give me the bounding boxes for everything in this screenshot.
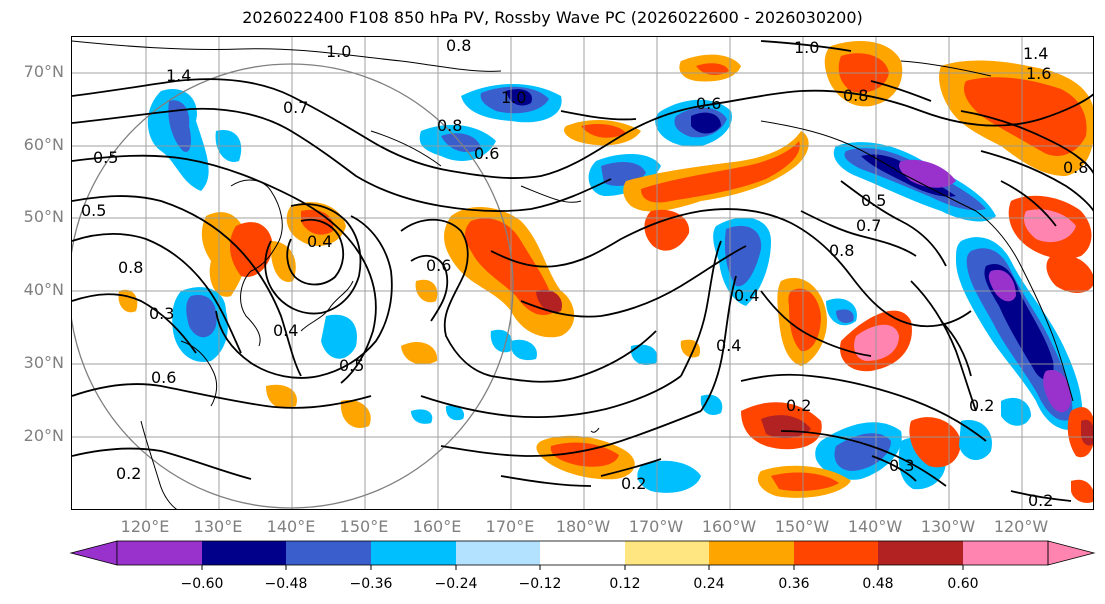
colorbar-tick-label: 0.60 <box>947 576 979 592</box>
shading-layer <box>118 41 1093 503</box>
lon-label: 160°W <box>701 517 757 536</box>
lon-label: 180°W <box>555 517 611 536</box>
lon-label: 130°E <box>193 517 243 536</box>
lon-label: 120°W <box>993 517 1049 536</box>
colorbar-tick-label: −0.36 <box>349 576 393 592</box>
map-canvas: 1.0 0.8 1.4 1.0 0.7 0.5 0.6 0.8 0.6 1.0 … <box>72 37 1093 510</box>
range-circle <box>72 63 514 509</box>
colorbar-tick-label: 0.24 <box>693 576 725 592</box>
colorbar-bin <box>202 541 286 565</box>
contour-label: 0.2 <box>621 474 646 493</box>
lon-label: 160°E <box>412 517 462 536</box>
contour-label: 0.6 <box>151 368 176 387</box>
contour-label: 1.6 <box>1026 64 1051 83</box>
contour-label: 0.6 <box>696 94 721 113</box>
contour-label: 0.7 <box>283 98 308 117</box>
lon-label: 140°W <box>847 517 903 536</box>
colorbar-bin <box>963 541 1048 565</box>
contour-label: 0.5 <box>339 356 364 375</box>
colorbar-bin <box>371 541 456 565</box>
colorbar-bin <box>286 541 371 565</box>
lat-label-50n: 50°N <box>23 207 64 226</box>
contour-label: 1.4 <box>1023 44 1048 63</box>
lon-label: 170°E <box>485 517 535 536</box>
colorbar-bin <box>540 541 625 565</box>
colorbar-tick-label: −0.60 <box>180 576 224 592</box>
coastline <box>72 40 1074 509</box>
graticule <box>72 37 1093 509</box>
lat-label-20n: 20°N <box>23 426 64 445</box>
pv-contours <box>72 40 1093 502</box>
contour-label: 1.0 <box>326 42 351 61</box>
contour-label: 0.2 <box>969 396 994 415</box>
contour-label: 0.7 <box>856 216 881 235</box>
colorbar-tick-label: 0.48 <box>862 576 894 592</box>
contour-label: 0.5 <box>93 148 118 167</box>
contour-labels: 1.0 0.8 1.4 1.0 0.7 0.5 0.6 0.8 0.6 1.0 … <box>81 37 1088 510</box>
contour-label: 0.4 <box>273 321 298 340</box>
lon-label: 120°E <box>120 517 170 536</box>
lat-label-30n: 30°N <box>23 353 64 372</box>
contour-label: 0.8 <box>843 86 868 105</box>
colorbar-tick-label: 0.36 <box>778 576 810 592</box>
contour-label: 0.8 <box>829 241 854 260</box>
contour-label: 0.2 <box>116 464 141 483</box>
lat-label-60n: 60°N <box>23 135 64 154</box>
contour-label: 1.4 <box>166 66 191 85</box>
colorbar-tick-label: −0.24 <box>434 576 478 592</box>
contour-label: 0.3 <box>149 304 174 323</box>
lat-label-70n: 70°N <box>23 62 64 81</box>
colorbar <box>69 540 1096 570</box>
colorbar-bin <box>625 541 709 565</box>
lon-label: 140°E <box>266 517 316 536</box>
contour-label: 0.3 <box>889 456 914 475</box>
map-panel[interactable]: 1.0 0.8 1.4 1.0 0.7 0.5 0.6 0.8 0.6 1.0 … <box>71 36 1094 510</box>
contour-label: 0.4 <box>716 336 741 355</box>
contour-label: 0.6 <box>426 256 451 275</box>
contour-label: 0.5 <box>861 191 886 210</box>
contour-label: 0.8 <box>437 116 462 135</box>
lon-label: 150°E <box>339 517 389 536</box>
colorbar-bin <box>794 541 878 565</box>
colorbar-tick-label: 0.12 <box>609 576 641 592</box>
contour-label: 0.2 <box>786 396 811 415</box>
contour-label: 0.8 <box>446 37 471 55</box>
lon-label: 130°W <box>920 517 976 536</box>
contour-label: 0.4 <box>734 286 759 305</box>
colorbar-bin <box>117 541 202 565</box>
contour-label: 1.0 <box>501 88 526 107</box>
contour-label: 0.5 <box>81 201 106 220</box>
contour-label: 0.8 <box>1063 158 1088 177</box>
chart-title: 2026022400 F108 850 hPa PV, Rossby Wave … <box>242 8 863 27</box>
colorbar-bin <box>878 541 963 565</box>
lat-label-40n: 40°N <box>23 280 64 299</box>
contour-label: 1.0 <box>794 38 819 57</box>
colorbar-tick-label: −0.12 <box>518 576 562 592</box>
lon-label: 170°W <box>628 517 684 536</box>
contour-label: 0.4 <box>307 232 332 251</box>
colorbar-tick-label: −0.48 <box>264 576 308 592</box>
contour-label: 0.6 <box>474 144 499 163</box>
contour-label: 0.2 <box>1028 491 1053 510</box>
colorbar-bin <box>456 541 540 565</box>
colorbar-extend-max <box>1047 540 1096 566</box>
colorbar-extend-min <box>69 540 118 566</box>
colorbar-bin <box>709 541 794 565</box>
lon-label: 150°W <box>774 517 830 536</box>
contour-label: 0.8 <box>118 258 143 277</box>
